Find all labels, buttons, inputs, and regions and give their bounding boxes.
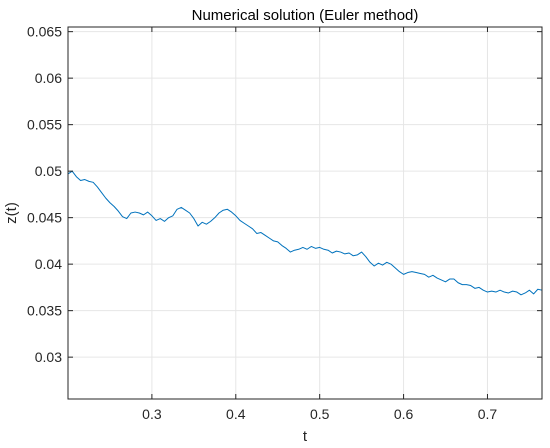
- y-tick-label: 0.06: [35, 70, 62, 86]
- x-axis-label: t: [303, 428, 308, 445]
- y-tick-label: 0.04: [35, 256, 62, 272]
- x-tick-label: 0.3: [142, 406, 162, 422]
- x-axis-ticks: 0.3 0.4 0.5 0.6 0.7: [142, 27, 497, 422]
- x-tick-label: 0.5: [310, 406, 330, 422]
- axes-box: [67, 26, 543, 400]
- y-tick-label: 0.05: [35, 163, 62, 179]
- y-tick-label: 0.035: [27, 303, 62, 319]
- series-group: [67, 170, 543, 296]
- series-line: [67, 170, 543, 296]
- y-tick-label: 0.065: [27, 24, 62, 40]
- x-tick-label: 0.6: [394, 406, 414, 422]
- chart-title: Numerical solution (Euler method): [192, 7, 419, 24]
- y-tick-label: 0.055: [27, 117, 62, 133]
- grid: [68, 27, 542, 399]
- y-tick-label: 0.045: [27, 210, 62, 226]
- x-tick-label: 0.7: [478, 406, 498, 422]
- x-tick-label: 0.4: [226, 406, 246, 422]
- y-tick-label: 0.03: [35, 349, 62, 365]
- y-axis-ticks: 0.03 0.035 0.04 0.045 0.05 0.055 0.06 0.065: [27, 24, 542, 365]
- y-axis-label: z(t): [3, 202, 20, 224]
